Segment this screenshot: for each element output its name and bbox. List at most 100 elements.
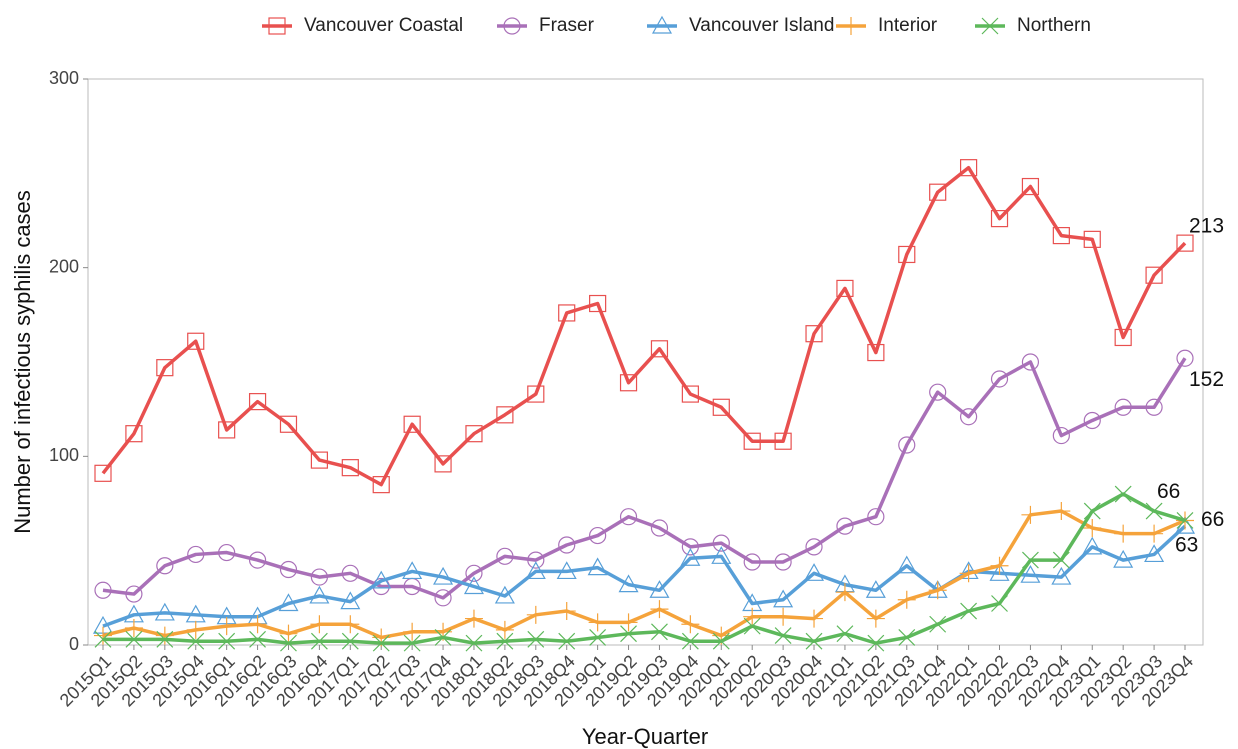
point-marker	[898, 245, 916, 264]
point-marker	[712, 534, 730, 552]
end-label: 66	[1157, 480, 1180, 503]
point-marker	[681, 538, 699, 556]
point-marker	[1083, 230, 1101, 248]
point-marker	[774, 553, 792, 571]
point-marker	[743, 432, 761, 450]
point-marker	[990, 210, 1009, 228]
point-marker	[773, 589, 794, 608]
point-marker	[681, 615, 700, 634]
point-marker	[619, 613, 638, 632]
end-label: 66	[1201, 508, 1224, 531]
point-marker	[989, 563, 1010, 581]
point-marker	[1144, 544, 1165, 563]
point-marker	[774, 627, 792, 644]
point-marker	[341, 615, 360, 634]
point-marker	[1176, 512, 1194, 529]
point-marker	[494, 585, 515, 604]
point-marker	[187, 632, 205, 650]
point-marker	[465, 634, 483, 652]
point-marker	[805, 632, 823, 650]
point-marker	[959, 159, 978, 177]
point-marker	[712, 398, 730, 416]
point-marker	[496, 406, 514, 424]
y-tick-label: 300	[49, 68, 79, 88]
point-marker	[186, 620, 205, 639]
point-marker	[1114, 328, 1132, 347]
end-label: 152	[1189, 368, 1224, 391]
point-marker	[248, 615, 267, 634]
point-marker	[1020, 564, 1041, 583]
point-marker	[805, 325, 823, 343]
point-marker	[774, 432, 792, 450]
point-marker	[465, 564, 483, 582]
point-marker	[496, 632, 514, 650]
point-marker	[1114, 398, 1132, 416]
point-marker	[990, 556, 1009, 575]
point-marker	[589, 294, 607, 313]
point-marker	[712, 632, 730, 650]
point-marker	[929, 383, 947, 401]
point-marker	[249, 630, 266, 648]
point-marker	[680, 547, 701, 566]
point-marker	[403, 634, 421, 652]
legend-marker	[842, 17, 860, 35]
point-marker	[960, 602, 978, 620]
point-marker	[618, 574, 639, 593]
point-marker	[650, 600, 669, 619]
point-marker	[1021, 505, 1040, 524]
point-marker	[557, 602, 576, 621]
y-tick-label: 100	[49, 445, 79, 465]
point-marker	[217, 617, 236, 636]
point-marker	[929, 615, 947, 633]
y-axis-title: Number of infectious syphilis cases	[10, 190, 35, 534]
point-marker	[556, 561, 577, 580]
point-marker	[310, 632, 328, 650]
point-marker	[1083, 411, 1101, 430]
point-marker	[310, 568, 328, 586]
point-marker	[156, 557, 174, 575]
point-marker	[896, 555, 917, 574]
point-marker	[589, 629, 607, 646]
point-marker	[651, 623, 668, 641]
point-marker	[991, 595, 1008, 612]
point-marker	[1145, 524, 1164, 543]
point-marker	[310, 615, 329, 634]
point-marker	[774, 607, 793, 626]
series-line	[101, 165, 1187, 487]
point-marker	[1052, 426, 1070, 445]
legend-label: Fraser	[539, 15, 595, 36]
point-marker	[650, 340, 669, 358]
point-marker	[434, 629, 452, 646]
y-tick-label: 0	[69, 634, 79, 654]
point-marker	[433, 566, 454, 585]
point-marker	[619, 508, 638, 526]
point-marker	[866, 609, 885, 628]
point-marker	[836, 625, 854, 643]
point-marker	[1052, 502, 1071, 521]
point-marker	[187, 545, 205, 564]
legend-marker	[268, 17, 286, 35]
point-marker	[805, 609, 824, 628]
point-marker	[341, 459, 359, 477]
point-marker	[1052, 551, 1070, 569]
point-marker	[94, 581, 112, 599]
point-marker	[372, 476, 390, 494]
point-marker	[527, 385, 545, 403]
point-marker	[341, 564, 359, 582]
point-marker	[434, 455, 452, 473]
point-marker	[558, 632, 576, 650]
point-marker	[804, 563, 825, 581]
point-marker	[959, 408, 978, 426]
point-marker	[1052, 226, 1070, 245]
point-marker	[156, 630, 174, 648]
point-marker	[589, 526, 607, 545]
point-marker	[279, 624, 298, 643]
point-marker	[125, 585, 143, 603]
point-marker	[558, 536, 576, 554]
point-marker	[125, 425, 143, 443]
point-marker	[865, 580, 886, 598]
series-line	[102, 524, 1187, 628]
point-marker	[619, 374, 638, 392]
legend-label: Northern	[1017, 15, 1091, 36]
